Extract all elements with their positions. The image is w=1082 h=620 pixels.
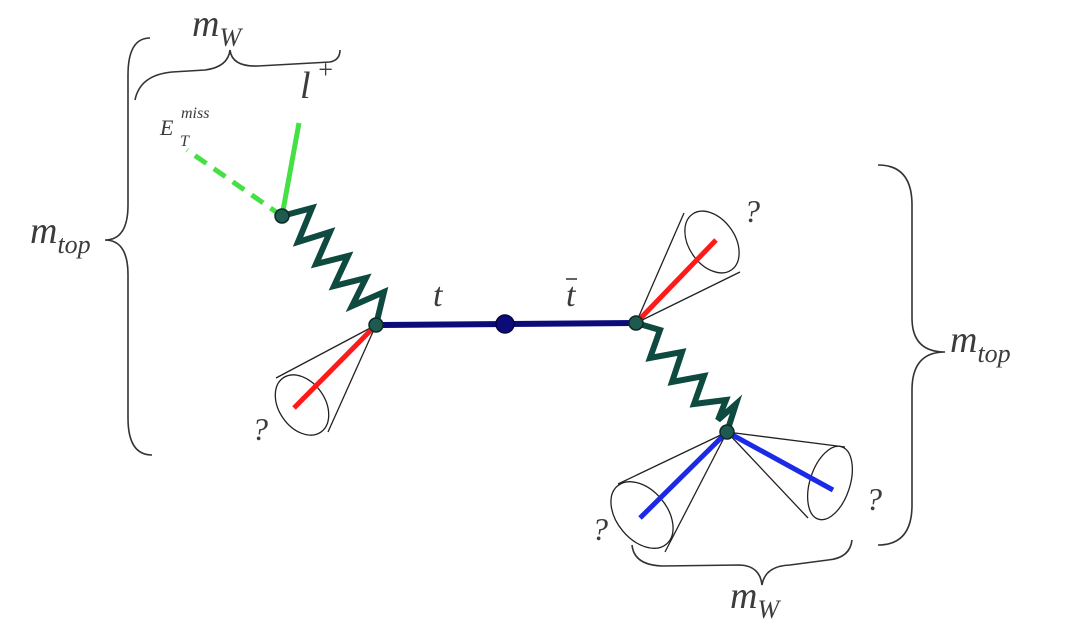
- mtop-right-brace: [877, 164, 946, 546]
- met-label: E miss T: [159, 105, 209, 150]
- w-boson-right: [635, 320, 743, 433]
- met-dashed-line: [185, 147, 284, 219]
- w-boson-left: [281, 203, 389, 326]
- lepton-vertex: [274, 208, 290, 224]
- mtop-left-brace: [104, 37, 153, 456]
- top-quark-label: t: [433, 277, 444, 314]
- mtop-left-label: mtop: [30, 210, 91, 259]
- mw-top-brace: [134, 49, 341, 101]
- unknown-jet-label-left: ?: [252, 411, 268, 447]
- svg-text:T: T: [180, 133, 190, 150]
- right-bjet-cone: [634, 210, 741, 325]
- lepton-line: [279, 122, 302, 217]
- svg-text:miss: miss: [181, 105, 209, 122]
- mw-bottom-brace: [631, 539, 853, 586]
- unknown-jet-label-top-right: ?: [744, 193, 760, 229]
- mw-bottom-label: mW: [730, 575, 781, 620]
- mtop-right-label: mtop: [950, 319, 1011, 368]
- w-decay-vertex: [719, 424, 735, 440]
- antitop-quark-label: t: [566, 277, 577, 314]
- unknown-jet-label-bottom-left: ?: [592, 511, 608, 547]
- lepton-label: l +: [300, 55, 334, 107]
- light-jet-cone-1: [610, 430, 729, 553]
- svg-text:E: E: [159, 115, 174, 140]
- mw-top-label: mW: [192, 3, 243, 52]
- light-jet-cone-2: [725, 429, 854, 521]
- production-vertex: [495, 314, 515, 334]
- left-bjet-cone: [274, 323, 378, 436]
- top-decay-vertex: [368, 317, 384, 333]
- unknown-jet-label-bottom-right: ?: [866, 481, 882, 517]
- svg-text:t: t: [566, 277, 577, 314]
- antitop-decay-vertex: [628, 315, 644, 331]
